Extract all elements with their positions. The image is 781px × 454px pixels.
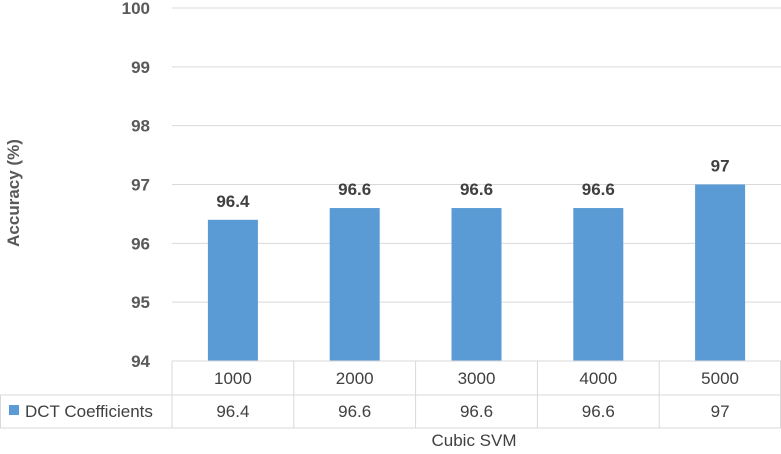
y-tick-label: 99 (131, 58, 150, 77)
legend-swatch (9, 405, 19, 415)
bar (207, 219, 258, 361)
data-label: 96.6 (582, 180, 615, 199)
table-value: 96.6 (338, 402, 371, 421)
x-axis-label: Cubic SVM (431, 431, 516, 450)
data-label: 97 (711, 157, 730, 176)
bar (329, 208, 380, 361)
bar (451, 208, 502, 361)
y-tick-label: 95 (131, 293, 150, 312)
category-label: 2000 (336, 369, 374, 388)
bar (573, 208, 624, 361)
data-label: 96.6 (338, 180, 371, 199)
y-axis-ticks: 94 95 96 97 98 99 100 (122, 0, 151, 371)
category-label: 4000 (579, 369, 617, 388)
data-label: 96.6 (460, 180, 493, 199)
legend-label: DCT Coefficients (25, 402, 153, 421)
data-labels: 96.4 96.6 96.6 96.6 97 (216, 157, 729, 211)
table-value: 96.4 (216, 402, 249, 421)
y-tick-label: 100 (122, 0, 150, 18)
data-label: 96.4 (216, 192, 250, 211)
y-tick-label: 97 (131, 176, 150, 195)
y-tick-label: 98 (131, 117, 150, 136)
gridlines (172, 7, 781, 303)
category-label: 5000 (701, 369, 739, 388)
table-value: 96.6 (582, 402, 615, 421)
data-table: 1000 2000 3000 4000 5000 DCT Coefficients 96.4… (0, 360, 781, 429)
table-value: 97 (711, 402, 730, 421)
table-value: 96.6 (460, 402, 493, 421)
category-label: 1000 (214, 369, 252, 388)
y-axis-label: Accuracy (%) (4, 139, 23, 247)
bar (695, 184, 746, 361)
y-tick-label: 96 (131, 234, 150, 253)
y-tick-label: 94 (131, 352, 150, 371)
category-label: 3000 (458, 369, 496, 388)
bars (207, 184, 746, 361)
